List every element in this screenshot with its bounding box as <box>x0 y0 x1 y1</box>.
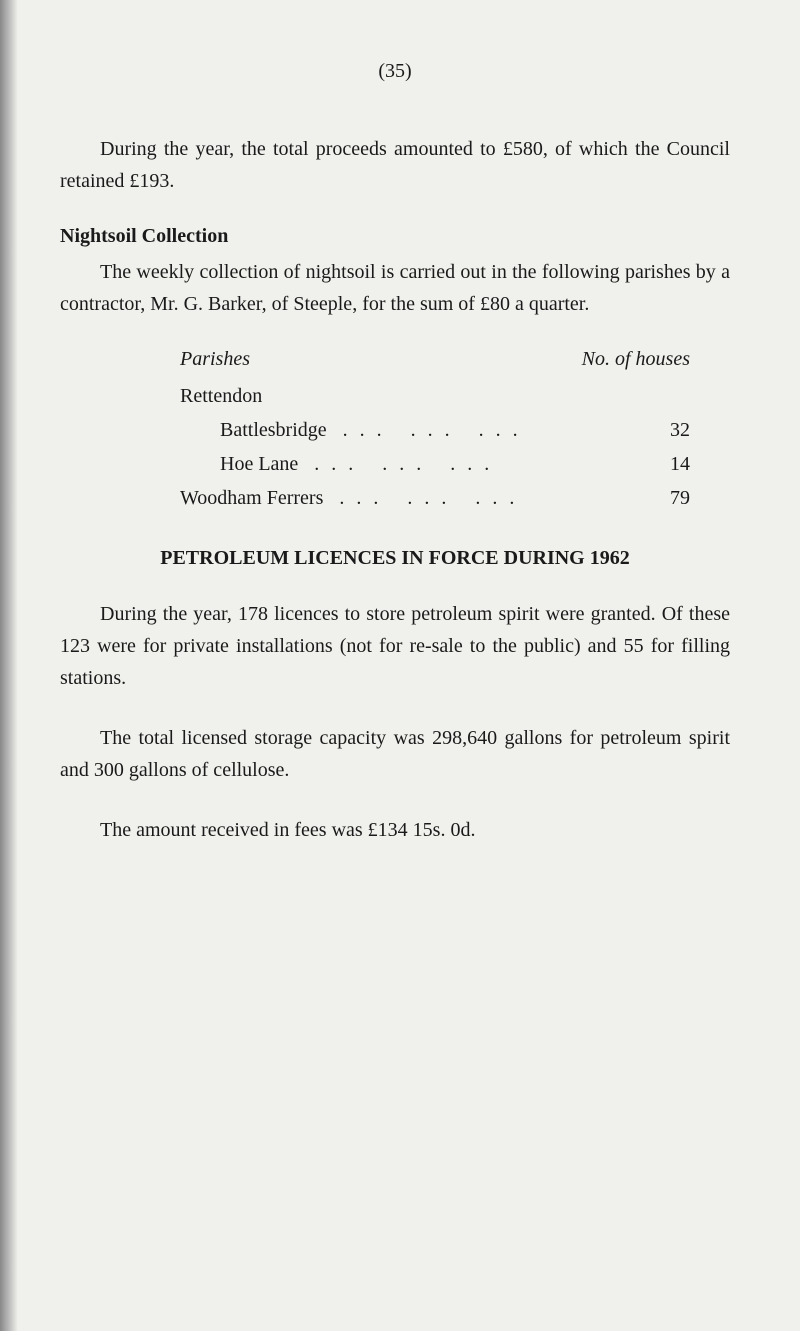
houses-value: 14 <box>630 447 690 481</box>
table-row: Battlesbridge ... ... ... 32 <box>180 413 730 447</box>
intro-paragraph: During the year, the total proceeds amou… <box>60 133 730 197</box>
table-header-houses: No. of houses <box>582 348 690 371</box>
dots <box>262 379 630 413</box>
houses-value: 79 <box>630 481 690 515</box>
table-header-parishes: Parishes <box>180 348 250 371</box>
houses-value: 32 <box>630 413 690 447</box>
dots: ... ... ... <box>298 447 630 481</box>
table-row: Hoe Lane ... ... ... 14 <box>180 447 730 481</box>
petroleum-paragraph-1: During the year, 178 licences to store p… <box>60 598 730 694</box>
page-binding-edge <box>0 0 18 1331</box>
parish-name: Woodham Ferrers <box>180 481 323 515</box>
houses-value <box>630 379 690 413</box>
parish-name: Rettendon <box>180 379 262 413</box>
petroleum-paragraph-2: The total licensed storage capacity was … <box>60 722 730 786</box>
table-header: Parishes No. of houses <box>180 348 730 371</box>
page-number: (35) <box>60 60 730 83</box>
table-row: Rettendon <box>180 379 730 413</box>
parish-name: Battlesbridge <box>220 413 327 447</box>
dots: ... ... ... <box>323 481 630 515</box>
parishes-table: Parishes No. of houses Rettendon Battles… <box>180 348 730 515</box>
dots: ... ... ... <box>327 413 630 447</box>
petroleum-heading: PETROLEUM LICENCES IN FORCE DURING 1962 <box>60 547 730 570</box>
nightsoil-heading: Nightsoil Collection <box>60 225 730 248</box>
table-row: Woodham Ferrers ... ... ... 79 <box>180 481 730 515</box>
parish-name: Hoe Lane <box>220 447 298 481</box>
petroleum-paragraph-3: The amount received in fees was £134 15s… <box>60 814 730 846</box>
nightsoil-paragraph: The weekly collection of nightsoil is ca… <box>60 256 730 320</box>
